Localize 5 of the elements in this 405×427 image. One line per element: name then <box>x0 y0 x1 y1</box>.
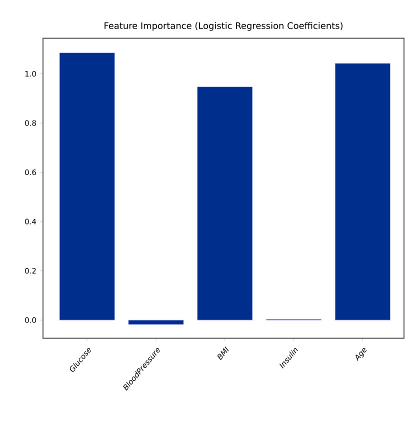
bar <box>334 63 390 320</box>
bar <box>197 86 253 320</box>
bar <box>59 52 115 320</box>
bar <box>128 320 184 325</box>
chart-title: Feature Importance (Logistic Regression Coefficients) <box>104 22 343 31</box>
